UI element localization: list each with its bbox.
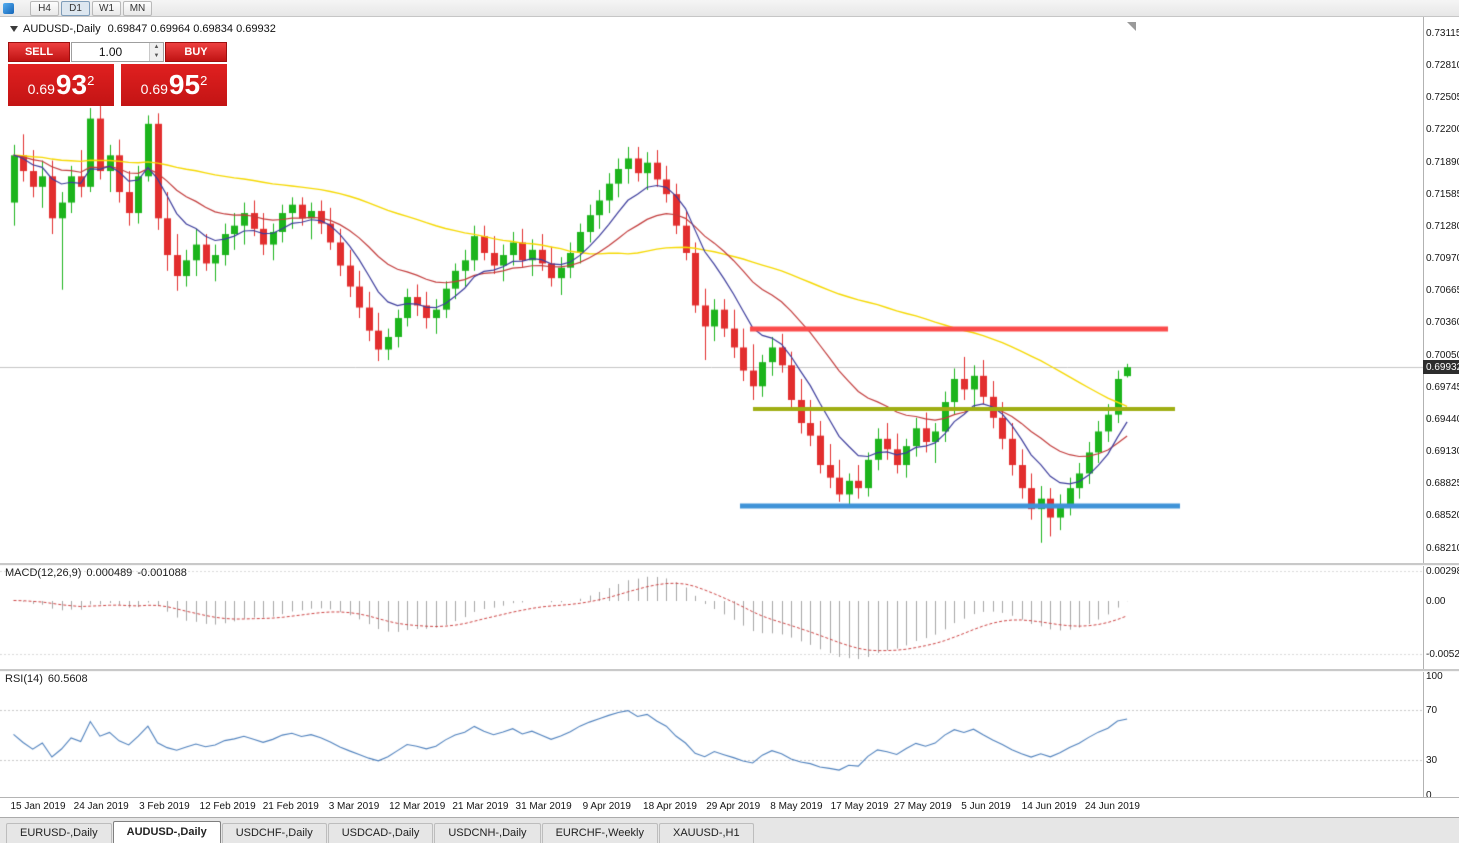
sell-price-big: 93	[55, 69, 88, 100]
time-scale-label: 14 Jun 2019	[1021, 801, 1077, 812]
time-scale-label: 21 Feb 2019	[262, 801, 319, 812]
price-scale-label: 0.72505	[1426, 92, 1459, 104]
price-scale-label: 0.71585	[1426, 188, 1459, 200]
chart-tab-xauusd-h1[interactable]: XAUUSD-,H1	[658, 823, 754, 843]
timeframe-button-mn[interactable]: MN	[123, 0, 152, 16]
time-axis-separator	[0, 797, 1459, 798]
timeframe-toolbar: H4 D1 W1 MN	[30, 0, 152, 16]
time-scale-label: 15 Jan 2019	[10, 801, 66, 812]
time-scale-label: 3 Feb 2019	[139, 801, 190, 812]
time-scale[interactable]: 15 Jan 2019 24 Jan 2019 3 Feb 2019 12 Feb 2…	[0, 800, 1423, 816]
rsi-label: RSI(14) 60.5608	[5, 673, 93, 685]
rsi-scale-label: 30	[1426, 754, 1438, 766]
volume-spinner: ▲ ▼	[149, 43, 163, 61]
rsi-panel-separator[interactable]	[0, 669, 1459, 672]
auto-scroll-marker[interactable]	[1127, 22, 1136, 31]
price-scale-label: 0.68210	[1426, 543, 1459, 554]
macd-scale-label: 0.002984	[1426, 566, 1459, 578]
toolbar: H4 D1 W1 MN	[0, 0, 1459, 17]
time-scale-label: 12 Feb 2019	[199, 801, 256, 812]
macd-label: MACD(12,26,9) 0.000489 -0.001088	[5, 567, 192, 579]
macd-value: 0.000489	[86, 567, 133, 579]
chart-tab-eurchf-weekly[interactable]: EURCHF-,Weekly	[541, 823, 658, 843]
price-scale-label: 0.71280	[1426, 220, 1459, 232]
time-scale-label: 24 Jun 2019	[1084, 801, 1140, 812]
price-scale-label: 0.70360	[1426, 317, 1459, 329]
chart-tab-audusd-daily[interactable]: AUDUSD-,Daily	[112, 821, 221, 843]
chart-title: AUDUSD-,Daily 0.69847 0.69964 0.69834 0.6…	[23, 23, 276, 35]
chart-tabs: EURUSD-,Daily AUDUSD-,Daily USDCHF-,Daily U…	[0, 817, 1459, 843]
rsi-scale-label: 100	[1426, 671, 1443, 682]
time-scale-label: 21 Mar 2019	[452, 801, 509, 812]
time-scale-label: 29 Apr 2019	[706, 801, 761, 812]
buy-price-pipette: 2	[200, 73, 208, 88]
macd-scale-label: -0.00525	[1426, 648, 1459, 660]
price-scale-label: 0.68825	[1426, 478, 1459, 490]
time-scale-label: 18 Apr 2019	[643, 801, 697, 812]
price-scale-label: 0.70970	[1426, 253, 1459, 265]
price-scale[interactable]: 0.69932 0.73115 0.72810 0.72505 0.72200 0.71…	[1423, 0, 1459, 843]
time-scale-label: 3 Mar 2019	[328, 801, 380, 812]
chart-tab-usdchf-daily[interactable]: USDCHF-,Daily	[221, 823, 327, 843]
time-scale-label: 12 Mar 2019	[389, 801, 446, 812]
time-scale-label: 5 Jun 2019	[961, 801, 1011, 812]
volume-control: 1.00 ▲ ▼	[71, 42, 164, 62]
current-price-tag: 0.69932	[1423, 360, 1459, 374]
price-scale-label: 0.72200	[1426, 124, 1459, 136]
volume-input[interactable]: 1.00	[98, 45, 123, 59]
time-scale-label: 17 May 2019	[830, 801, 889, 812]
rsi-name: RSI(14)	[5, 673, 43, 685]
rsi-value: 60.5608	[47, 673, 88, 685]
price-scale-label: 0.68520	[1426, 510, 1459, 522]
buy-price-prefix: 0.69	[140, 81, 168, 97]
buy-button[interactable]: BUY	[165, 42, 227, 62]
volume-up-button[interactable]: ▲	[150, 43, 163, 52]
buy-price-panel[interactable]: 0.69 95 2	[121, 64, 227, 106]
volume-down-button[interactable]: ▼	[150, 52, 163, 61]
one-click-collapse-icon[interactable]	[10, 26, 18, 32]
price-scale-label: 0.70665	[1426, 285, 1459, 297]
macd-panel-separator[interactable]	[0, 563, 1459, 566]
app-icon	[3, 2, 14, 14]
chart-tab-eurusd-daily[interactable]: EURUSD-,Daily	[6, 823, 112, 843]
timeframe-button-h4[interactable]: H4	[30, 0, 59, 16]
chart-tab-usdcad-daily[interactable]: USDCAD-,Daily	[327, 823, 434, 843]
chart-tab-usdcnh-daily[interactable]: USDCNH-,Daily	[434, 823, 541, 843]
timeframe-button-d1[interactable]: D1	[61, 0, 90, 16]
time-scale-label: 27 May 2019	[893, 801, 952, 812]
timeframe-button-w1[interactable]: W1	[92, 0, 121, 16]
price-scale-label: 0.72810	[1426, 60, 1459, 72]
price-scale-border	[1423, 17, 1424, 798]
macd-scale-label: 0.00	[1426, 596, 1446, 607]
time-scale-label: 9 Apr 2019	[582, 801, 631, 812]
rsi-scale-label: 70	[1426, 705, 1438, 717]
sell-price-panel[interactable]: 0.69 93 2	[8, 64, 114, 106]
time-scale-label: 8 May 2019	[770, 801, 823, 812]
price-scale-label: 0.71890	[1426, 156, 1459, 168]
sell-button[interactable]: SELL	[8, 42, 70, 62]
rsi-scale-label: 0	[1426, 790, 1432, 801]
time-scale-label: 31 Mar 2019	[515, 801, 572, 812]
sell-price-prefix: 0.69	[27, 81, 55, 97]
ohlc-values: 0.69847 0.69964 0.69834 0.69932	[107, 23, 276, 35]
sell-price-pipette: 2	[87, 73, 95, 88]
time-scale-label: 24 Jan 2019	[73, 801, 129, 812]
one-click-trading-panel: SELL 1.00 ▲ ▼ BUY 0.69 93 2 0.69 95 2	[8, 42, 227, 107]
buy-price-big: 95	[168, 69, 201, 100]
macd-signal-value: -0.001088	[137, 567, 187, 579]
price-scale-label: 0.73115	[1426, 28, 1459, 39]
price-scale-label: 0.69745	[1426, 381, 1459, 393]
price-scale-label: 0.70050	[1426, 349, 1459, 361]
price-scale-label: 0.69440	[1426, 413, 1459, 425]
symbol-label: AUDUSD-,Daily	[23, 23, 101, 35]
macd-name: MACD(12,26,9)	[5, 567, 82, 579]
price-scale-label: 0.69130	[1426, 446, 1459, 458]
